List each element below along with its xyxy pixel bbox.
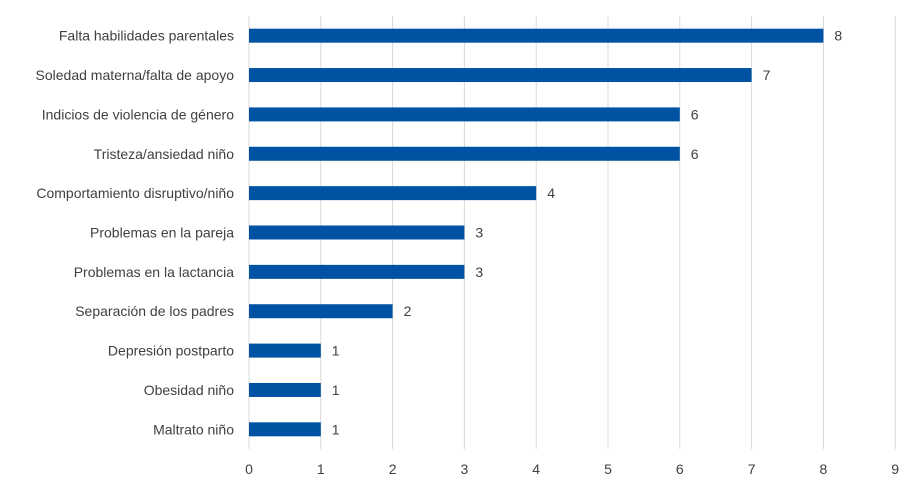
category-label: Maltrato niño — [153, 421, 234, 437]
x-tick-label: 8 — [820, 461, 828, 477]
bar — [249, 186, 537, 201]
category-label: Separación de los padres — [75, 303, 234, 319]
data-label: 7 — [763, 67, 771, 83]
x-tick-label: 2 — [389, 461, 397, 477]
bar — [249, 68, 752, 83]
data-label: 1 — [332, 343, 340, 359]
data-label: 2 — [404, 303, 412, 319]
category-label: Problemas en la pareja — [90, 225, 234, 241]
category-label: Depresión postparto — [108, 343, 234, 359]
category-label: Comportamiento disruptivo/niño — [36, 185, 234, 201]
bar — [249, 422, 321, 437]
bars: 8 7 6 6 4 3 3 2 1 1 1 — [249, 28, 842, 437]
bar — [249, 304, 393, 319]
category-label: Falta habilidades parentales — [59, 28, 234, 44]
bar — [249, 264, 465, 279]
data-label: 6 — [691, 106, 699, 122]
bar — [249, 146, 680, 161]
x-tick-label: 0 — [245, 461, 253, 477]
bar — [249, 28, 824, 43]
category-label: Indicios de violencia de género — [42, 106, 234, 122]
data-label: 1 — [332, 421, 340, 437]
data-label: 6 — [691, 146, 699, 162]
data-label: 1 — [332, 382, 340, 398]
x-tick-label: 6 — [676, 461, 684, 477]
category-label: Soledad materna/falta de apoyo — [36, 67, 235, 83]
bar — [249, 343, 321, 358]
x-tick-label: 1 — [317, 461, 325, 477]
category-label: Problemas en la lactancia — [74, 264, 235, 280]
bar — [249, 225, 465, 240]
x-tick-label: 7 — [748, 461, 756, 477]
category-labels: Falta habilidades parentales Soledad mate… — [36, 28, 235, 438]
category-label: Obesidad niño — [144, 382, 235, 398]
gridlines — [248, 16, 896, 449]
x-tick-label: 4 — [532, 461, 540, 477]
bar — [249, 107, 680, 122]
data-label: 3 — [475, 225, 483, 241]
x-tick-label: 9 — [891, 461, 899, 477]
category-label: Tristeza/ansiedad niño — [94, 146, 235, 162]
data-label: 3 — [475, 264, 483, 280]
x-tick-labels: 0 1 2 3 4 5 6 7 8 9 — [245, 461, 899, 477]
x-tick-label: 3 — [461, 461, 469, 477]
data-label: 4 — [547, 185, 555, 201]
x-tick-label: 5 — [604, 461, 612, 477]
data-label: 8 — [834, 28, 842, 44]
bar — [249, 382, 321, 397]
